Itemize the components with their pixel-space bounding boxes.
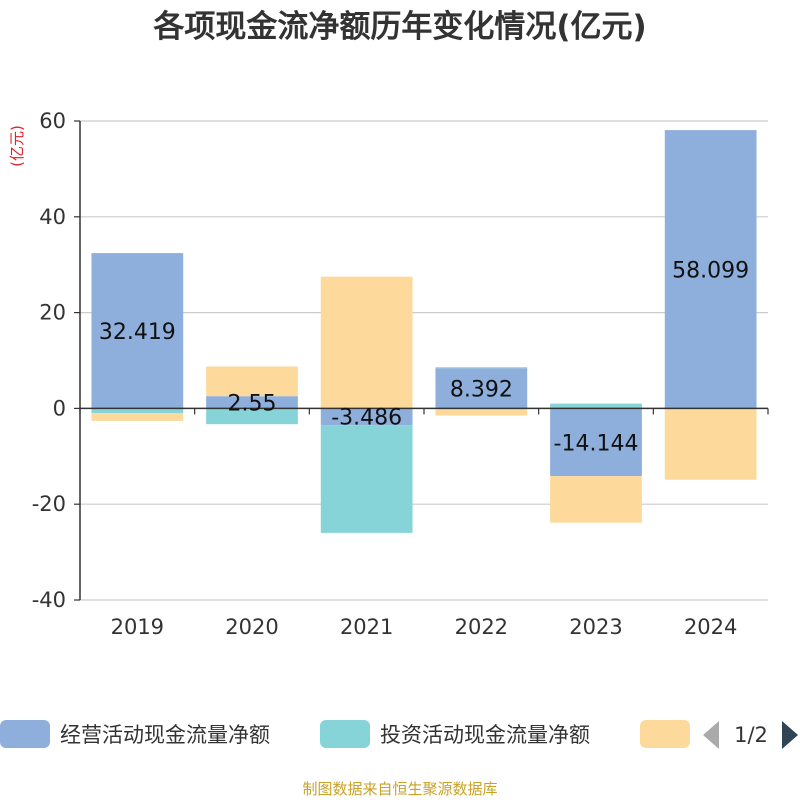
chart-title: 各项现金流净额历年变化情况(亿元)	[152, 9, 646, 45]
bar-2-2020[interactable]	[206, 408, 298, 425]
y-axis-unit-label: (亿元)	[8, 125, 26, 167]
bar-2-2019[interactable]	[91, 408, 184, 414]
y-tick-label: -40	[32, 588, 66, 612]
data-label: 2.55	[228, 391, 277, 416]
legend-swatch[interactable]	[640, 720, 690, 748]
bar-2-2021[interactable]	[320, 425, 413, 533]
bar-1-2024[interactable]	[664, 130, 757, 409]
y-tick-label: 0	[53, 396, 66, 420]
bar-3-2023[interactable]	[550, 476, 642, 523]
bar-1-2020[interactable]	[206, 396, 298, 409]
source-note: 制图数据来自恒生聚源数据库	[302, 780, 497, 798]
x-tick-label: 2019	[111, 615, 164, 639]
x-tick-label: 2022	[455, 615, 508, 639]
data-label: 8.392	[450, 377, 513, 402]
bar-2-2023[interactable]	[550, 403, 642, 409]
data-label: 32.419	[99, 320, 176, 345]
bar-3-2022[interactable]	[435, 408, 528, 416]
bar-3-2019[interactable]	[91, 413, 184, 421]
bar-1-2021[interactable]	[320, 408, 413, 426]
x-tick-label: 2024	[684, 615, 737, 639]
y-tick-label: 60	[39, 109, 66, 133]
data-label: -3.486	[331, 406, 402, 431]
bar-2-2022[interactable]	[435, 367, 528, 369]
legend-swatch[interactable]	[320, 720, 370, 748]
x-tick-label: 2020	[225, 615, 278, 639]
data-label: -14.144	[554, 431, 639, 456]
data-labels: 32.419 2.55 -3.486 8.392 -14.144 58.099	[99, 258, 749, 456]
legend[interactable]: 经营活动现金流量净额 投资活动现金流量净额 1/2	[0, 720, 798, 749]
bar-1-2019[interactable]	[91, 253, 184, 409]
pager-prev-icon[interactable]	[703, 721, 719, 749]
pager-next-icon[interactable]	[782, 721, 798, 749]
data-label: 58.099	[672, 258, 749, 283]
bar-3-2024[interactable]	[664, 408, 757, 480]
bar-3-2021[interactable]	[320, 276, 413, 409]
legend-label[interactable]: 投资活动现金流量净额	[380, 723, 590, 747]
grid-lines	[80, 120, 768, 601]
bar-1-2023[interactable]	[550, 408, 642, 477]
pager-label: 1/2	[734, 723, 768, 747]
y-tick-label: 20	[39, 301, 66, 325]
bar-1-2022[interactable]	[435, 368, 528, 409]
legend-label[interactable]: 经营活动现金流量净额	[60, 723, 270, 747]
x-tick-label: 2021	[340, 615, 393, 639]
x-tick-label: 2023	[569, 615, 622, 639]
bar-3-2020[interactable]	[206, 366, 298, 397]
y-tick-label: -20	[32, 492, 66, 516]
y-tick-label: 40	[39, 205, 66, 229]
legend-swatch[interactable]	[0, 720, 50, 748]
bars	[91, 130, 757, 533]
axes: -40 -20 0 20 40 60 2019 2020 2021 2022 2023 2024	[32, 109, 769, 639]
